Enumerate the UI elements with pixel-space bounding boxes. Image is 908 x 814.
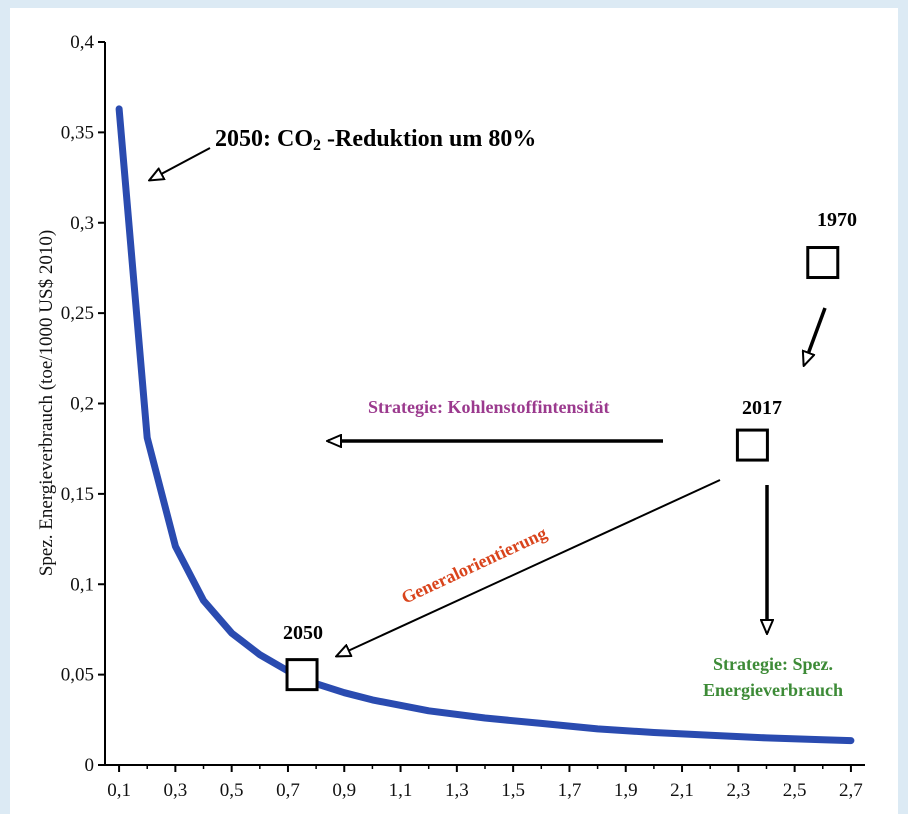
y-tick-label: 0,35 (61, 122, 94, 143)
label-2017: 2017 (742, 397, 782, 419)
y-tick-label: 0,4 (70, 32, 94, 53)
annotation-strategy-energy-2: Energieverbrauch (703, 680, 843, 700)
x-tick-label: 2,5 (783, 780, 807, 801)
y-ticks: 0 0,05 0,1 0,15 0,2 0,25 0,3 0,35 0,4 (61, 32, 105, 776)
y-tick-label: 0,3 (70, 213, 94, 234)
x-tick-label: 0,9 (332, 780, 356, 801)
energy-intensity-chart: 00,050,10,150,20,250,30,350,4 0,1 0,3 0,5 0… (36, 32, 865, 801)
y-tick-label: 0,25 (61, 303, 94, 324)
x-tick-label: 1,5 (501, 780, 525, 801)
y-tick-label: 0 (85, 755, 95, 776)
co2-sub: 2 (313, 137, 321, 154)
x-ticks: 0,1 0,3 0,5 0,7 0,9 1,1 1,3 1,5 1,7 1,9 2,1 2,3 2,5 2… (107, 765, 863, 801)
co2-suffix: -Reduktion um 80% (321, 126, 536, 152)
x-tick-label: 1,9 (614, 780, 638, 801)
point-1970 (806, 246, 840, 280)
x-tick-label: 0,7 (276, 780, 300, 801)
annotation-co2: 2050: CO2 -Reduktion um 80% (215, 126, 536, 154)
y-tick-label: 0,1 (70, 574, 94, 595)
arrow-co2 (150, 147, 211, 180)
x-tick-label: 0,3 (163, 780, 187, 801)
label-1970: 1970 (817, 209, 857, 231)
point-2050 (285, 658, 319, 692)
y-axis-label: Spez. Energieverbrauch (toe/1000 US$ 201… (36, 230, 57, 576)
label-2050: 2050 (283, 622, 323, 644)
chart-frame: 0 0,05 0,1 0,15 0,2 0,25 0,3 0,35 0,4 0,1 0,3 0,5 0… (10, 8, 898, 814)
annotation-general: Generalorientierung (398, 523, 550, 608)
x-tick-label: 1,7 (558, 780, 582, 801)
annotation-strategy-carbon: Strategie: Kohlenstoffintensität (368, 397, 609, 417)
series-line (115, 105, 855, 745)
x-tick-label: 0,1 (107, 780, 131, 801)
arrow-general (337, 479, 721, 656)
x-tick-label: 0,5 (220, 780, 244, 801)
x-tick-label: 2,7 (839, 780, 863, 801)
x-tick-label: 2,1 (670, 780, 694, 801)
y-tick-label: 0,2 (70, 394, 94, 415)
co2-prefix: 2050: CO (215, 126, 313, 152)
x-tick-label: 1,1 (389, 780, 413, 801)
point-2017 (735, 428, 769, 462)
x-tick-label: 2,3 (726, 780, 750, 801)
y-tick-label: 0,15 (61, 484, 94, 505)
annotation-strategy-energy-1: Strategie: Spez. (713, 654, 833, 674)
y-tick-label: 0,05 (61, 665, 94, 686)
arrow-1970-to-2017 (804, 307, 827, 365)
x-tick-label: 1,3 (445, 780, 469, 801)
